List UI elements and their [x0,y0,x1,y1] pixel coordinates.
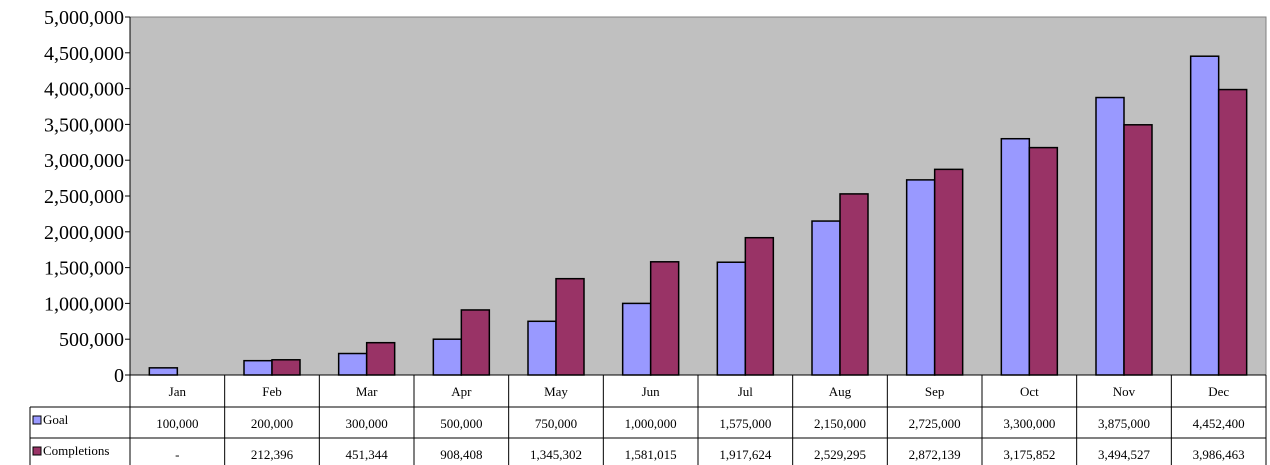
y-tick-label: 2,500,000 [44,186,124,208]
data-label: 100,000 [156,416,198,431]
data-label: - [175,447,179,462]
bar-goal-apr [432,338,463,376]
y-tick-label: 500,000 [59,329,124,351]
bar-completions-apr [460,309,491,376]
legend-label: Completions [43,443,109,458]
y-tick-label: 2,000,000 [44,222,124,244]
bar-goal-may [527,320,557,376]
data-label: 4,452,400 [1193,416,1245,431]
x-tick-label: Sep [925,384,945,399]
data-label: 3,494,527 [1098,447,1151,462]
data-label: 1,575,000 [719,416,771,431]
x-tick-label: Feb [262,384,282,399]
bar-completions-mar [365,341,396,376]
y-tick-label: 3,000,000 [44,150,124,172]
x-tick-label: Aug [829,384,852,399]
bar-completions-aug [839,193,869,376]
data-label: 1,581,015 [625,447,677,462]
x-tick-label: Jun [642,384,661,399]
x-tick-label: Apr [451,384,472,399]
y-tick-label: 3,500,000 [44,114,124,136]
data-label: 750,000 [535,416,577,431]
data-label: 451,344 [346,447,389,462]
data-label: 3,875,000 [1098,416,1150,431]
data-label: 2,150,000 [814,416,866,431]
y-tick-label: 4,500,000 [44,43,124,65]
data-label: 300,000 [346,416,388,431]
bar-completions-may [555,277,585,376]
data-label: 2,529,295 [814,447,866,462]
data-label: 212,396 [251,447,294,462]
plot-area [129,16,1267,376]
x-tick-label: Jan [169,384,187,399]
bar-completions-nov [1123,124,1153,376]
bar-completions-jul [744,236,775,376]
bar-goal-dec [1189,55,1220,376]
legend-label: Goal [43,412,69,427]
x-tick-label: Oct [1020,384,1039,399]
bar-completions-jun [649,261,680,376]
data-label: 2,872,139 [909,447,961,462]
data-label: 908,408 [440,447,482,462]
x-tick-label: Jul [738,384,754,399]
y-tick-label: 4,000,000 [44,79,124,101]
data-label: 3,175,852 [1003,447,1055,462]
bar-completions-dec [1217,88,1248,376]
y-tick-label: 1,000,000 [44,293,124,315]
y-tick-label: 5,000,000 [44,7,124,29]
x-tick-label: Mar [356,384,378,399]
data-label: 1,917,624 [719,447,772,462]
data-label: 200,000 [251,416,293,431]
bar-goal-sep [905,179,936,376]
data-label: 3,986,463 [1193,447,1245,462]
data-label: 3,300,000 [1003,416,1055,431]
legend-swatch-goal [32,415,42,425]
bar-completions-oct [1028,146,1059,376]
bar-goal-mar [337,352,368,376]
x-tick-label: Dec [1208,384,1229,399]
data-label: 2,725,000 [909,416,961,431]
bar-goal-jan [148,367,179,376]
bar-goal-nov [1095,96,1125,376]
data-table: Jan Feb Mar Apr May Jun Jul Aug Sep Oct Nov Dec Goal… [29,374,1267,465]
bar-goal-feb [243,359,273,376]
data-label: 500,000 [440,416,482,431]
x-tick-label: Nov [1113,384,1136,399]
bar-goal-aug [811,220,841,376]
bar-goal-oct [1000,137,1031,376]
bar-goal-jul [716,261,747,376]
bar-completions-feb [271,359,301,376]
data-label: 1,345,302 [530,447,582,462]
y-tick-label: 1,500,000 [44,258,124,280]
y-axis: 0 500,000 1,000,000 1,500,000 2,000,000 2,500… [44,7,131,387]
data-label: 1,000,000 [625,416,677,431]
bar-goal-jun [621,302,652,376]
x-tick-label: May [544,384,568,399]
legend-swatch-completions [32,446,42,456]
bar-completions-sep [933,168,964,376]
y-tick-label: 0 [114,365,124,387]
